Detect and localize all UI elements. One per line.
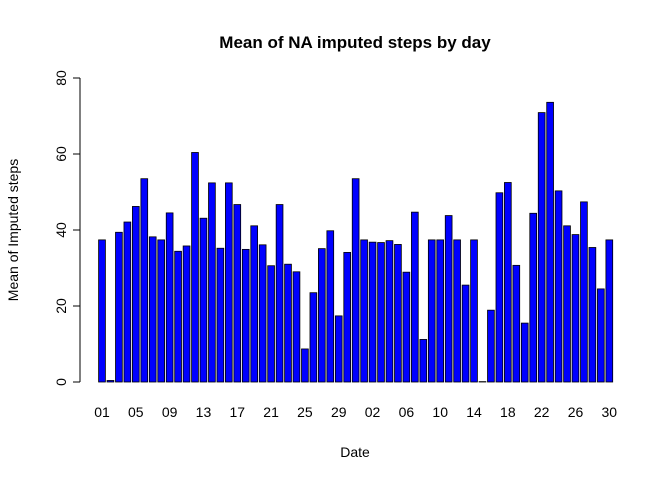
bar xyxy=(470,239,478,383)
bar xyxy=(554,190,563,383)
bar xyxy=(326,230,335,383)
bar xyxy=(182,245,191,383)
bar xyxy=(233,204,242,383)
bar xyxy=(98,239,106,383)
x-tick-label: 18 xyxy=(500,404,516,420)
bar xyxy=(225,182,233,383)
bar xyxy=(436,239,444,383)
x-tick-label: 30 xyxy=(602,404,618,420)
bar xyxy=(453,239,461,383)
bar xyxy=(444,215,453,383)
y-axis-label: Mean of Imputed steps xyxy=(5,159,21,301)
bar xyxy=(402,271,411,383)
bar xyxy=(301,348,309,383)
bar xyxy=(250,225,258,383)
bar xyxy=(512,264,521,383)
bar xyxy=(140,178,149,383)
x-tick-label: 29 xyxy=(331,404,347,420)
bar xyxy=(520,322,529,383)
x-tick-label: 13 xyxy=(196,404,212,420)
bar xyxy=(368,241,377,383)
bar xyxy=(597,288,605,383)
y-tick-label: 0 xyxy=(53,378,69,386)
bar xyxy=(258,244,267,383)
x-tick-label: 09 xyxy=(162,404,178,420)
bar xyxy=(588,247,597,383)
x-tick-label: 10 xyxy=(432,404,448,420)
bar xyxy=(309,292,318,383)
bar xyxy=(580,201,588,383)
bar xyxy=(292,271,301,383)
bar xyxy=(427,239,436,383)
bar xyxy=(360,239,368,383)
bar xyxy=(334,315,343,383)
x-tick-label: 02 xyxy=(365,404,381,420)
bar xyxy=(106,380,115,383)
bar xyxy=(132,206,140,383)
bar xyxy=(148,236,157,383)
bar xyxy=(157,239,165,383)
y-tick-label: 40 xyxy=(53,222,69,238)
bar xyxy=(461,284,470,383)
bar xyxy=(529,212,537,383)
bar xyxy=(411,211,419,383)
bar xyxy=(377,242,385,383)
bar xyxy=(115,231,123,383)
bar xyxy=(563,225,571,383)
bar xyxy=(605,239,614,383)
x-tick-label: 22 xyxy=(534,404,550,420)
x-tick-label: 01 xyxy=(94,404,110,420)
bar xyxy=(284,263,292,383)
x-tick-label: 25 xyxy=(297,404,313,420)
bar xyxy=(123,221,132,383)
x-tick-label: 05 xyxy=(128,404,144,420)
bar xyxy=(191,152,199,383)
y-tick-label: 80 xyxy=(53,70,69,86)
bars xyxy=(98,101,614,383)
bar xyxy=(504,182,512,383)
x-tick-label: 21 xyxy=(263,404,279,420)
x-axis: 01 05 09 13 17 21 25 29 02 06 10 14 18 22 26 30 xyxy=(94,404,617,420)
x-axis-label: Date xyxy=(340,444,370,460)
x-tick-label: 14 xyxy=(466,404,482,420)
bar xyxy=(216,247,225,383)
x-tick-label: 17 xyxy=(229,404,245,420)
bar xyxy=(318,248,326,383)
y-tick-label: 20 xyxy=(53,298,69,314)
bar xyxy=(537,112,546,383)
bar xyxy=(419,339,428,383)
bar xyxy=(199,217,208,383)
bar xyxy=(208,182,216,383)
bar xyxy=(385,240,394,383)
bar xyxy=(351,178,360,383)
bar xyxy=(571,234,580,383)
bar xyxy=(267,265,275,383)
bar xyxy=(343,252,351,383)
y-tick-label: 60 xyxy=(53,146,69,162)
bar xyxy=(241,248,250,383)
bar xyxy=(546,101,554,383)
chart-title: Mean of NA imputed steps by day xyxy=(219,33,491,52)
bar xyxy=(487,309,495,383)
x-tick-label: 06 xyxy=(399,404,415,420)
bar xyxy=(165,212,174,383)
bar xyxy=(394,244,402,383)
bar xyxy=(495,192,504,383)
bar xyxy=(174,250,182,383)
x-tick-label: 26 xyxy=(568,404,584,420)
y-axis: 0 20 40 60 80 xyxy=(53,70,81,386)
bar xyxy=(275,204,284,383)
